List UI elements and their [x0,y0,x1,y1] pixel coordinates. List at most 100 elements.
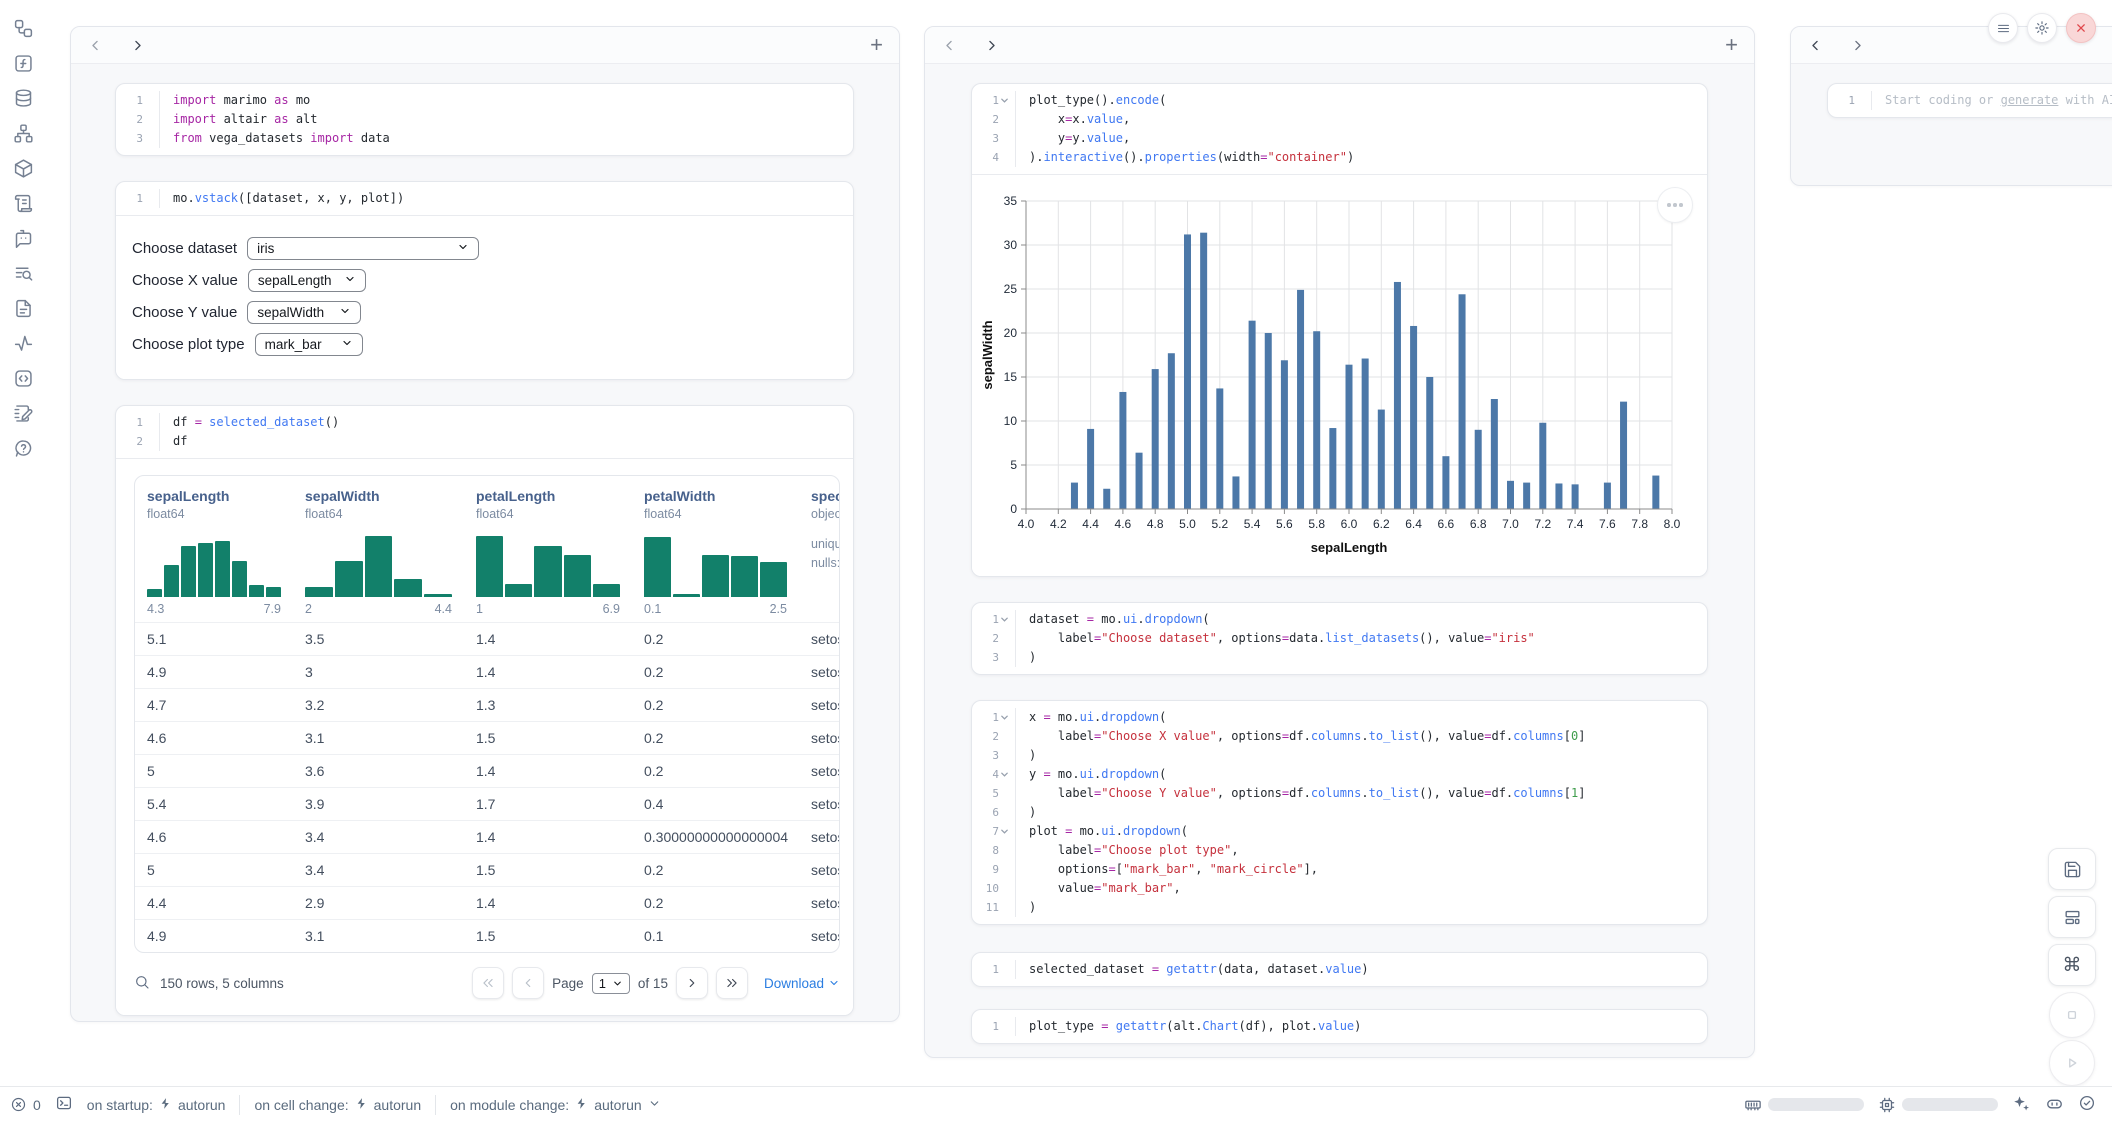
choose-dataset-select[interactable]: iris [247,237,479,260]
column-next-icon[interactable] [983,37,999,53]
code-editor[interactable]: 1plot_type = getattr(alt.Chart(df), plot… [972,1010,1707,1043]
help-chat-icon[interactable] [13,438,34,459]
table-row[interactable]: 4.93.11.50.1setosa [135,919,839,952]
column-prev-icon[interactable] [87,37,103,53]
notebook-column-1: + 1import marimo as mo2import altair as … [70,26,900,1022]
layout-toggle-button[interactable] [2048,896,2096,938]
package-icon[interactable] [13,158,34,179]
next-page-button[interactable] [676,967,708,999]
column-prev-icon[interactable] [941,37,957,53]
save-button[interactable] [2048,848,2096,890]
code-editor[interactable]: 1x = mo.ui.dropdown(2 label="Choose X va… [972,701,1707,924]
column-prev-icon[interactable] [1807,37,1823,53]
fold-chevron-icon[interactable] [1000,770,1010,779]
last-page-button[interactable] [716,967,748,999]
list-search-icon[interactable] [13,263,34,284]
cell-plot-type: 1plot_type = getattr(alt.Chart(df), plot… [971,1009,1708,1044]
download-link[interactable]: Download [764,976,840,991]
bot-message-icon[interactable] [13,228,34,249]
function-square-icon[interactable] [13,53,34,74]
shutdown-close-button[interactable] [2066,13,2096,43]
column-header[interactable]: petalLengthfloat6416.9 [464,476,632,622]
add-cell-button[interactable]: + [1725,37,1738,53]
table-cell: 0.4 [632,788,799,820]
code-editor[interactable]: 1dataset = mo.ui.dropdown(2 label="Choos… [972,603,1707,674]
memory-usage[interactable] [1744,1096,1864,1114]
code-snippet-icon[interactable] [13,368,34,389]
choose-plot-type-select[interactable]: mark_bar [255,333,363,356]
code-editor[interactable]: 1mo.vstack([dataset, x, y, plot]) [116,182,853,215]
scroll-icon[interactable] [13,193,34,214]
column-header[interactable]: sepalWidthfloat6424.4 [293,476,464,622]
settings-gear-button[interactable] [2027,13,2057,43]
choose-y-value-select[interactable]: sepalWidth [247,301,361,324]
fold-chevron-icon[interactable] [1000,713,1010,722]
table-row[interactable]: 53.41.50.2setosa [135,853,839,886]
table-row[interactable]: 4.73.21.30.2setosa [135,688,839,721]
column-next-icon[interactable] [1849,37,1865,53]
network-icon[interactable] [13,123,34,144]
table-cell: 2.9 [293,887,464,919]
fold-chevron-icon[interactable] [1000,827,1010,836]
table-cell: 1.5 [464,854,632,886]
workflow-icon[interactable] [13,18,34,39]
cell-vstack: 1mo.vstack([dataset, x, y, plot]) Choose… [115,181,854,380]
table-row[interactable]: 5.13.51.40.2setosa [135,622,839,655]
fold-chevron-icon[interactable] [1000,96,1010,105]
line-number: 3 [116,129,160,148]
search-icon[interactable] [134,974,150,993]
cpu-usage[interactable] [1878,1096,1998,1114]
ai-sparkles-icon[interactable] [2012,1094,2031,1116]
copilot-icon[interactable] [2045,1094,2064,1116]
altair-bar-chart[interactable]: 051015202530354.04.24.44.64.85.05.25.45.… [980,187,1701,564]
code-editor[interactable]: 1import marimo as mo2import altair as al… [116,84,853,155]
table-row[interactable]: 4.63.41.40.30000000000000004setosa [135,820,839,853]
line-number: 1 [116,413,160,432]
line-number: 2 [972,110,1016,129]
code-editor[interactable]: 1plot_type().encode(2 x=x.value,3 y=y.va… [972,84,1707,174]
connection-status-icon[interactable] [2078,1094,2096,1115]
vstack-output: Choose datasetirisChoose X valuesepalLen… [116,215,853,379]
add-cell-button[interactable]: + [870,37,883,53]
choose-x-value-select[interactable]: sepalLength [248,269,366,292]
file-text-icon[interactable] [13,298,34,319]
prev-page-button[interactable] [512,967,544,999]
error-count-badge[interactable]: 0 [10,1096,41,1113]
activity-icon[interactable] [13,333,34,354]
code-editor[interactable]: 1df = selected_dataset()2df [116,406,853,458]
svg-text:0: 0 [1010,502,1017,516]
terminal-icon[interactable] [55,1094,73,1115]
first-page-button[interactable] [472,967,504,999]
select-value: sepalWidth [257,305,324,320]
cell-empty-new: 1Start coding or generate with AI [1827,83,2112,118]
table-row[interactable]: 4.931.40.2setosa [135,655,839,688]
table-cell: 3 [293,656,464,688]
table-row[interactable]: 53.61.40.2setosa [135,754,839,787]
fold-chevron-icon[interactable] [1000,615,1010,624]
table-cell: setosa [799,623,840,655]
keyboard-shortcuts-button[interactable]: ⌘ [2048,944,2096,986]
table-cell: 5 [135,854,293,886]
column-next-icon[interactable] [129,37,145,53]
chart-menu-button[interactable] [1657,187,1693,223]
database-icon[interactable] [13,88,34,109]
run-button[interactable] [2049,1040,2095,1086]
run-mode-item[interactable]: on module change:autorun [450,1097,661,1113]
column-header[interactable]: petalWidthfloat640.12.5 [632,476,799,622]
column-header[interactable]: sepalLengthfloat644.37.9 [135,476,293,622]
run-mode-item[interactable]: on cell change:autorun [254,1097,421,1113]
table-row[interactable]: 4.63.11.50.2setosa [135,721,839,754]
notebook-pen-icon[interactable] [13,403,34,424]
page-select[interactable]: 1 [592,973,630,994]
run-mode-item[interactable]: on startup:autorun [87,1097,226,1113]
table-cell: 3.5 [293,623,464,655]
table-row[interactable]: 5.43.91.70.4setosa [135,787,839,820]
table-cell: 3.6 [293,755,464,787]
stop-button[interactable] [2049,992,2095,1038]
column-stats: uniquenulls: [811,535,840,574]
table-row[interactable]: 4.42.91.40.2setosa [135,886,839,919]
code-editor-placeholder[interactable]: 1Start coding or generate with AI [1828,84,2112,117]
column-header[interactable]: speciesobjectuniquenulls: [799,476,840,622]
code-editor[interactable]: 1selected_dataset = getattr(data, datase… [972,953,1707,986]
notebook-menu-button[interactable] [1988,13,2018,43]
